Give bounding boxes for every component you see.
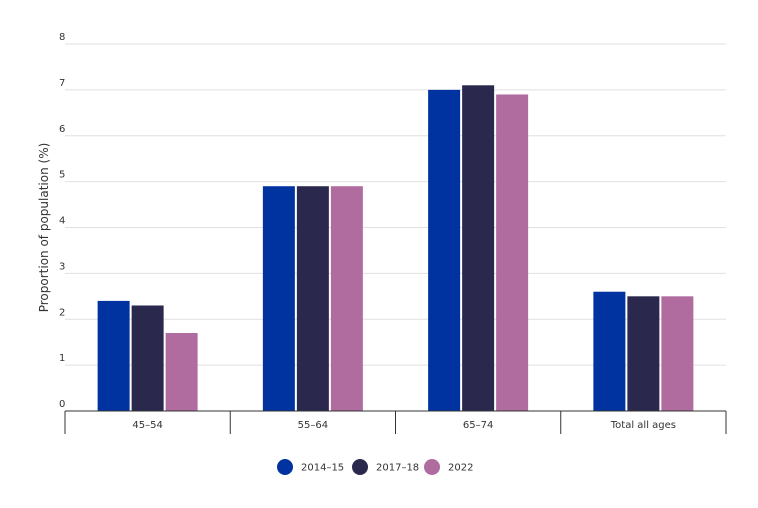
y-tick-label: 7 — [59, 78, 65, 89]
y-tick-label: 4 — [59, 216, 65, 227]
y-tick-label: 3 — [59, 261, 65, 272]
bar-3-3[interactable] — [496, 94, 529, 412]
bar-1-2[interactable] — [131, 305, 164, 411]
gridlines — [65, 43, 726, 366]
bar-3-1[interactable] — [428, 89, 461, 411]
y-axis-label: Proportion of population (%) — [37, 143, 51, 313]
legend-label: 2022 — [448, 463, 473, 474]
y-tick-label: 2 — [59, 307, 65, 318]
legend-item[interactable]: 2022 — [424, 459, 473, 475]
y-tick-label: 5 — [59, 170, 65, 181]
bar-4-2[interactable] — [627, 296, 660, 411]
bar-1-3[interactable] — [165, 333, 198, 411]
x-tick-label: Total all ages — [610, 420, 676, 431]
y-tick-label: 8 — [59, 32, 65, 43]
y-tick-label: 0 — [59, 399, 65, 410]
bar-1-1[interactable] — [97, 300, 130, 411]
y-tick-label: 1 — [59, 353, 65, 364]
bar-4-1[interactable] — [593, 291, 626, 411]
legend-item[interactable]: 2017–18 — [352, 459, 419, 475]
bar-2-2[interactable] — [296, 186, 329, 411]
y-axis-ticks: 0 1 2 3 4 5 6 7 8 — [59, 32, 65, 410]
x-tick-label: 55–64 — [298, 420, 328, 431]
x-axis: 45–54 55–64 65–74 Total all ages — [64, 410, 727, 434]
legend-marker — [352, 459, 368, 475]
legend-label: 2014–15 — [301, 463, 344, 474]
y-tick-label: 6 — [59, 124, 65, 135]
legend[interactable]: 2014–15 2017–18 2022 — [277, 459, 473, 475]
bar-4-3[interactable] — [661, 296, 694, 411]
bars — [97, 85, 694, 412]
x-tick-label: 65–74 — [463, 420, 493, 431]
legend-item[interactable]: 2014–15 — [277, 459, 344, 475]
bar-2-1[interactable] — [262, 186, 295, 411]
x-tick-label: 45–54 — [132, 420, 162, 431]
legend-marker — [277, 459, 293, 475]
legend-label: 2017–18 — [376, 463, 419, 474]
legend-marker — [424, 459, 440, 475]
bar-2-3[interactable] — [330, 186, 363, 411]
bar-3-2[interactable] — [462, 85, 495, 411]
